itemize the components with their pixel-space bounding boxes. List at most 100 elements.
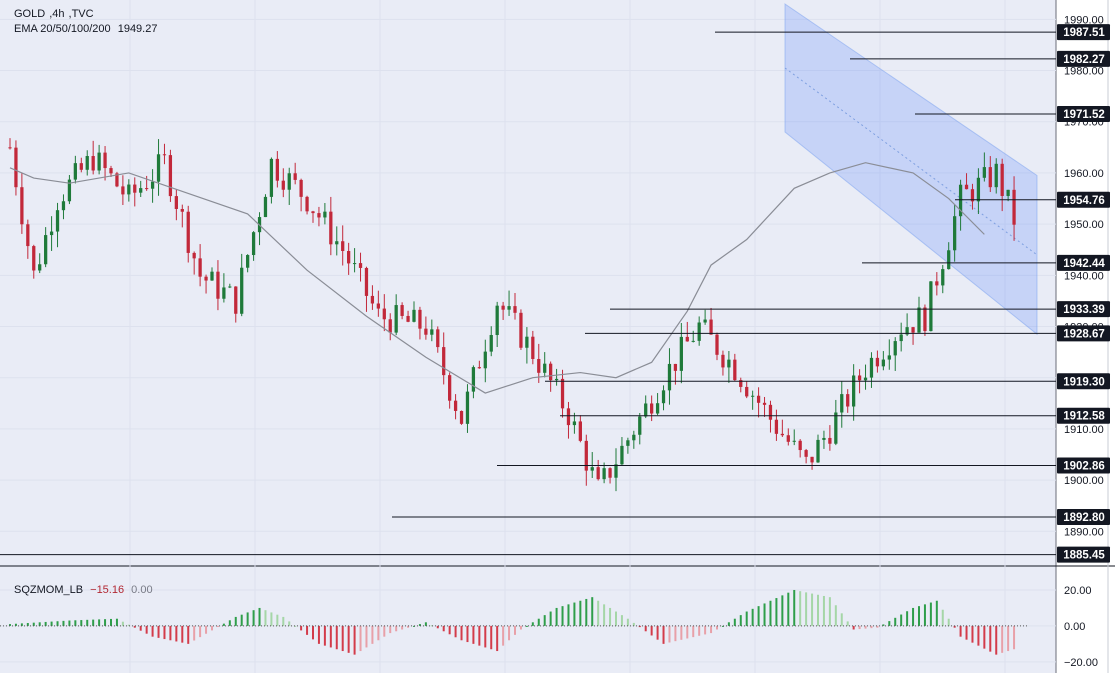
- candle: [127, 179, 131, 202]
- histogram-bar: [567, 604, 570, 626]
- candle: [709, 307, 713, 335]
- candle-body: [578, 421, 582, 441]
- sqzmom-label: SQZMOM_LB: [14, 584, 84, 596]
- histogram-bar: [424, 622, 427, 626]
- histogram-bar: [763, 603, 766, 626]
- histogram-bar: [983, 625, 986, 649]
- candle: [406, 310, 410, 323]
- histogram-bar: [977, 625, 980, 646]
- histogram-bar: [115, 618, 118, 626]
- candle: [780, 419, 784, 437]
- histogram-bar: [359, 625, 362, 652]
- candle-body: [1012, 189, 1016, 225]
- candle-body: [584, 440, 588, 471]
- histogram-bar: [32, 622, 35, 626]
- candle: [400, 302, 404, 320]
- candle: [168, 149, 173, 202]
- candle-body: [1000, 163, 1004, 196]
- candle: [721, 350, 725, 376]
- candle-body: [947, 250, 951, 270]
- candle-body: [751, 395, 755, 397]
- candle-body: [210, 271, 214, 281]
- candle-body: [352, 263, 357, 265]
- candle-body: [222, 287, 226, 299]
- histogram-bar: [312, 625, 314, 640]
- candle: [376, 290, 380, 317]
- candle: [1000, 158, 1004, 212]
- candle: [745, 381, 749, 399]
- candle-body: [655, 403, 660, 414]
- histogram-bar: [531, 622, 534, 626]
- candle-body: [632, 434, 636, 441]
- candle-body: [626, 440, 630, 446]
- histogram-bar: [317, 625, 320, 644]
- candle: [38, 253, 42, 274]
- candle-body: [875, 357, 880, 367]
- candle: [863, 364, 868, 390]
- histogram-bar: [710, 625, 713, 634]
- candle: [347, 242, 351, 275]
- candle-body: [673, 363, 678, 371]
- histogram-bar: [98, 619, 101, 626]
- histogram-bar: [228, 620, 231, 626]
- candle: [121, 175, 125, 205]
- level-label: 1919.30: [1063, 376, 1105, 388]
- histogram-bar: [846, 621, 849, 626]
- level-label-bg: [1057, 457, 1110, 474]
- candle: [798, 439, 802, 458]
- candle: [180, 204, 184, 228]
- histogram-bar: [68, 620, 71, 626]
- candle: [335, 226, 339, 256]
- candle: [424, 316, 428, 340]
- data-source: TVC: [71, 8, 94, 20]
- candle-body: [61, 201, 66, 211]
- level-label: 1954.76: [1063, 195, 1105, 207]
- histogram-bar: [965, 625, 968, 640]
- candle-body: [513, 306, 517, 313]
- level-label-bg: [1057, 105, 1110, 122]
- histogram-bar: [668, 625, 671, 643]
- candle: [20, 172, 24, 234]
- candle: [465, 384, 470, 433]
- candle-body: [560, 378, 565, 409]
- candle: [685, 321, 689, 342]
- candle-body: [881, 359, 885, 367]
- candle-body: [275, 158, 279, 181]
- candle-body: [786, 435, 790, 442]
- candle-body: [953, 216, 957, 251]
- histogram-bar: [341, 625, 344, 652]
- sqzmom-value: −15.16: [90, 584, 125, 596]
- candle-body: [67, 179, 72, 202]
- candle: [566, 401, 571, 439]
- candle-body: [756, 395, 761, 403]
- candle-body: [347, 251, 351, 264]
- candle-body: [477, 367, 481, 369]
- histogram-bar: [662, 625, 665, 644]
- histogram-bar: [929, 602, 932, 626]
- candle: [941, 264, 945, 294]
- candle: [840, 381, 844, 428]
- candle-body: [745, 386, 749, 397]
- histogram-bar: [151, 625, 154, 637]
- histogram-bar: [620, 615, 623, 626]
- histogram-bar: [1001, 625, 1004, 653]
- histogram-bar: [811, 593, 814, 626]
- candle: [596, 459, 600, 481]
- candle: [489, 326, 493, 357]
- candle-body: [38, 264, 42, 271]
- candle: [501, 301, 505, 320]
- price-tick-label: 1980.00: [1064, 66, 1104, 78]
- histogram-bar: [1013, 625, 1016, 650]
- candle: [650, 395, 654, 422]
- candle-body: [400, 305, 404, 316]
- histogram-bar: [74, 620, 77, 626]
- level-label: 1912.58: [1063, 411, 1105, 423]
- histogram-bar: [127, 624, 130, 626]
- histogram-bar: [549, 611, 552, 626]
- candle-body: [382, 308, 386, 320]
- candle: [103, 146, 107, 181]
- candle-body: [822, 437, 826, 440]
- level-label: 1942.44: [1063, 258, 1105, 270]
- level-label-bg: [1057, 508, 1110, 525]
